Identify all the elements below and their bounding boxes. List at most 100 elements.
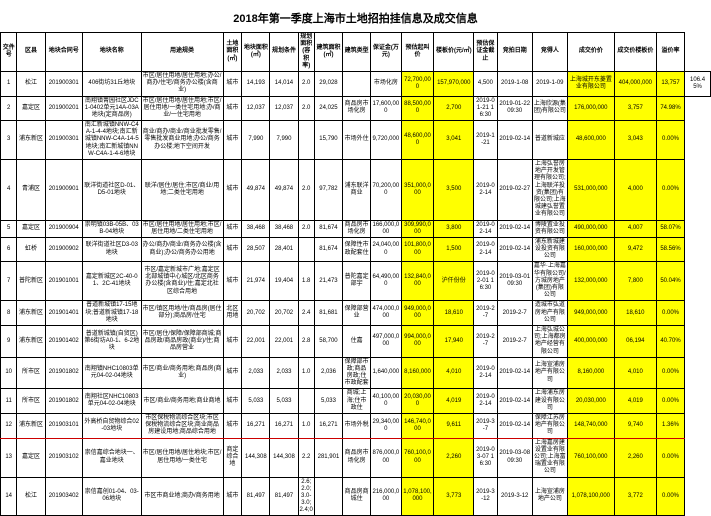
cell: 14,193 [242,71,270,96]
cell: 南汇新城镇NNW-C4A-1-4-4地块;南汇新城镇NNW-C4A-14-5地块… [82,121,141,160]
cell: 201901402 [45,325,82,357]
cell: 81,674 [314,237,342,262]
cell: 3,773 [434,477,474,516]
header-row: 交件号区县地块合同号地块名称用途规类土地面积(㎡)地块面积(㎡)规划条件规划面积… [1,33,711,72]
cell: 146,740,000 [401,414,434,439]
table-row: 5嘉定区201900904崇明镇03B-05B、03B-04地块市区/居住用地/… [1,220,711,237]
cell: 松江 [17,477,45,516]
cell: 市区/居住用地/居住用地;市区/居住用地/一类住宅用地;办/商业/一住宅用地 [141,96,223,121]
cell: 0.00% [656,121,684,160]
cell: 4,019 [614,389,656,414]
cell: 南翔镇菁园社区JDC1-0402单元14A-03A地块(定商品房) [82,96,141,121]
cell: 351,000,000 [401,160,434,221]
cell: 南翔镇NHC10803单元04-02-04地块 [82,357,141,389]
cell: 上海浦东房建设有限公司 [532,389,567,414]
cell: 2019-02-14 [497,220,532,237]
cell: 5 [1,220,17,237]
cell: 浦东新区 [17,301,45,326]
cell: 2019-02-14 [497,237,532,262]
cell: 70,200,000 [371,160,401,221]
cell: 2019-02-14 [497,414,532,439]
page-title: 2018年第一季度上海市土地招拍挂信息及成交信息 [0,0,711,32]
cell: 3 [1,121,17,160]
cell: 城市 [223,389,242,414]
cell: 81,681 [314,301,342,326]
cell: 81,497 [242,477,270,516]
cell: 2019-2-7 [497,325,532,357]
cell: 16,271 [314,414,342,439]
table-row: 3浦东新区201900301南汇新城镇NNW-C4A-1-4-4地块;南汇新城镇… [1,121,711,160]
cell: 2 [1,96,17,121]
cell: 住嘉 [343,325,371,357]
cell: 3,772 [614,477,656,516]
cell: 2,036 [314,357,342,389]
cell [298,121,314,160]
cell: 20,702 [270,301,298,326]
col-header: 区县 [17,33,45,72]
cell: 201900301 [45,121,82,160]
cell: 城市 [223,71,242,96]
cell: 普道新城应 [532,121,567,160]
cell: 2.0 [298,220,314,237]
cell: 联洋街道社区D-01、D5-01地块 [82,160,141,221]
cell: 406街坊31丘地块 [82,71,141,96]
cell: 994,000,000 [401,325,434,357]
cell: 2.4 [298,301,314,326]
cell: 9,740 [614,414,656,439]
cell: 城市 [223,325,242,357]
cell: 8,160,000 [567,357,614,389]
col-header: 土地面积(㎡) [223,33,242,72]
cell: 浦东新城建设投资有限公司 [532,237,567,262]
table-row: 12浦东新区201903101外高桥自贸物综合02-03地块市区保税物流综合区块… [1,414,711,439]
cell: 38,468 [270,220,298,237]
cell: 普道新城镇17-15地块;普道新城镇17-18地块 [82,301,141,326]
cell: 4,019 [434,389,474,414]
cell: 市场外税 [343,414,371,439]
table-row: 8浦东新区201901401普道新城镇17-15地块;普道新城镇17-18地块市… [1,301,711,326]
cell: 18,610 [614,301,656,326]
cell: 嘉华·上海嘉华有限公司/方城房地产(集团)有限公司 [532,262,567,301]
cell: 2,260 [614,438,656,477]
table-row: 6虹桥201900902联洋街道社区D3-03地块办公/商办/商业/商务办公楼(… [1,237,711,262]
cell: 城市 [223,220,242,237]
col-header: 交件号 [1,33,17,72]
cell: 浦东新区 [17,325,45,357]
cell: 28,507 [242,237,270,262]
cell: 81,497 [270,477,298,516]
cell: 49,874 [270,160,298,221]
cell: 2.0 [298,160,314,221]
cell: 城市 [223,357,242,389]
cell: 21,473 [314,262,342,301]
cell: 38,468 [242,220,270,237]
table-row: 10所市区201901802南翔镇NHC10803单元04-02-04地块市区/… [1,357,711,389]
cell: 40.70% [656,325,684,357]
cell: 15,790 [314,121,342,160]
cell: 14 [1,477,17,516]
cell: 2019-3-7 [474,414,497,439]
cell: 13,757 [656,71,684,96]
col-header: 预估保证金截止 [474,33,497,72]
cell: 办公/商办/商业/商务办公楼(含商业);办公/商务办公用地 [141,237,223,262]
cell: 嘉定新城区2C-40-01、2C-41地块 [82,262,141,301]
cell: 2019-02-14 [474,389,497,414]
cell: 22,001 [242,325,270,357]
table-row: 4青浦区201900901联洋街道社区D-01、D5-01地块联洋/居住/居住;… [1,160,711,221]
table-row: 7普陀新区201901001嘉定新城区2C-40-01、2C-41地块市区/嘉定… [1,262,711,301]
col-header: 预估起叫价 [401,33,434,72]
cell: 2019-1-21 [474,121,497,160]
cell: 144,308 [242,438,270,477]
cell: 浦东新区 [17,121,45,160]
cell: 24,025 [314,96,342,121]
cell: 148,740,000 [567,414,614,439]
cell: 2019-01-22 09:30 [497,96,532,121]
cell: 市区/商业/商务用地;商品房(商业) [141,357,223,389]
cell: 14,014 [270,71,298,96]
col-header: 楼板价(元/㎡) [434,33,474,72]
cell: 201903402 [45,477,82,516]
cell: 城市 [223,414,242,439]
cell: 城市 [223,477,242,516]
cell: 531,000,000 [567,160,614,221]
table-row: 13嘉定区201903102崇信嘉综合地块一、嘉业地块市区/居住用地/居住地块;… [1,438,711,477]
cell: 281,901 [314,438,342,477]
cell: 157,970,000 [434,71,474,96]
